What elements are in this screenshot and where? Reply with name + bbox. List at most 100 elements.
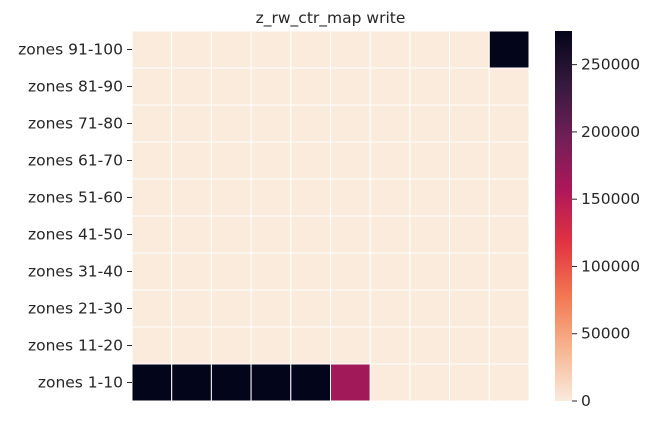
heatmap-cell bbox=[171, 289, 212, 328]
heatmap-cell bbox=[409, 289, 451, 328]
heatmap-cell bbox=[210, 289, 252, 328]
heatmap-cell bbox=[250, 289, 292, 328]
heatmap-cell bbox=[171, 67, 212, 106]
heatmap-cell bbox=[210, 326, 252, 365]
heatmap-cell bbox=[330, 289, 371, 328]
row-label: zones 91-100 bbox=[18, 41, 123, 59]
row-label: zones 11-20 bbox=[28, 337, 123, 355]
heatmap-cell bbox=[171, 141, 212, 180]
heatmap-cell bbox=[369, 178, 411, 217]
heatmap-cell bbox=[488, 289, 530, 328]
heatmap-cell bbox=[449, 67, 490, 106]
heatmap-cell bbox=[250, 67, 292, 106]
heatmap-cell bbox=[330, 104, 371, 143]
heatmap-cell bbox=[171, 363, 212, 402]
heatmap-cell bbox=[409, 141, 451, 180]
heatmap-cell bbox=[250, 363, 292, 402]
heatmap-cell bbox=[330, 326, 371, 365]
heatmap-cell bbox=[290, 326, 331, 365]
heatmap-cell bbox=[290, 178, 331, 217]
heatmap-cell bbox=[330, 363, 371, 402]
heatmap-cell bbox=[131, 289, 173, 328]
heatmap-cell bbox=[250, 30, 292, 69]
heatmap-cell bbox=[210, 178, 252, 217]
heatmap-cell bbox=[409, 363, 451, 402]
heatmap-cell bbox=[369, 326, 411, 365]
heatmap-cell bbox=[369, 141, 411, 180]
heatmap-cell bbox=[449, 326, 490, 365]
heatmap-cell bbox=[290, 215, 331, 254]
heatmap-cell bbox=[330, 67, 371, 106]
heatmap-cell bbox=[449, 289, 490, 328]
heatmap-cell bbox=[330, 252, 371, 291]
colorbar-tick-label: 200000 bbox=[581, 123, 640, 141]
heatmap-cell bbox=[290, 141, 331, 180]
heatmap-cell bbox=[171, 252, 212, 291]
heatmap-cell bbox=[131, 252, 173, 291]
colorbar-tick-label: 250000 bbox=[581, 56, 640, 74]
heatmap-cell bbox=[250, 178, 292, 217]
row-label: zones 51-60 bbox=[28, 189, 123, 207]
heatmap-cell bbox=[210, 215, 252, 254]
heatmap-cell bbox=[171, 326, 212, 365]
heatmap-cell bbox=[488, 326, 530, 365]
heatmap-cell bbox=[330, 215, 371, 254]
heatmap-cell bbox=[330, 178, 371, 217]
heatmap-cell bbox=[290, 104, 331, 143]
heatmap-cell bbox=[488, 252, 530, 291]
heatmap-cell bbox=[250, 252, 292, 291]
heatmap-cell bbox=[488, 30, 530, 69]
heatmap-cell bbox=[488, 141, 530, 180]
heatmap-cell bbox=[131, 178, 173, 217]
heatmap-cell bbox=[250, 141, 292, 180]
heatmap-cell bbox=[369, 289, 411, 328]
heatmap-cell bbox=[369, 30, 411, 69]
row-label: zones 41-50 bbox=[28, 226, 123, 244]
heatmap-cell bbox=[409, 67, 451, 106]
heatmap-cell bbox=[250, 104, 292, 143]
heatmap-cell bbox=[131, 30, 173, 69]
heatmap-cell bbox=[449, 252, 490, 291]
heatmap-cell bbox=[488, 215, 530, 254]
heatmap-cell bbox=[369, 215, 411, 254]
heatmap-cell bbox=[449, 30, 490, 69]
heatmap-cell bbox=[330, 30, 371, 69]
heatmap-cell bbox=[250, 326, 292, 365]
heatmap-cell bbox=[131, 326, 173, 365]
heatmap-cell bbox=[369, 363, 411, 402]
heatmap-cell bbox=[409, 104, 451, 143]
heatmap-cell bbox=[449, 363, 490, 402]
colorbar-tick-label: 100000 bbox=[581, 257, 640, 275]
heatmap-cell bbox=[290, 363, 331, 402]
heatmap-cell bbox=[409, 252, 451, 291]
heatmap-cell bbox=[131, 215, 173, 254]
heatmap-cell bbox=[409, 30, 451, 69]
colorbar-tick-label: 50000 bbox=[581, 325, 630, 343]
heatmap-cell bbox=[210, 67, 252, 106]
heatmap-cell bbox=[488, 178, 530, 217]
row-label: zones 71-80 bbox=[28, 115, 123, 133]
heatmap-cell bbox=[290, 289, 331, 328]
heatmap-cell bbox=[290, 252, 331, 291]
heatmap-cell bbox=[171, 215, 212, 254]
colorbar-tick-label: 150000 bbox=[581, 190, 640, 208]
heatmap-cell bbox=[210, 30, 252, 69]
heatmap-cell bbox=[171, 30, 212, 69]
heatmap-cell bbox=[449, 104, 490, 143]
colorbar-tick-label: 0 bbox=[581, 392, 591, 410]
heatmap-cell bbox=[210, 141, 252, 180]
row-label: zones 81-90 bbox=[28, 78, 123, 96]
heatmap-cell bbox=[409, 326, 451, 365]
heatmap-cell bbox=[409, 178, 451, 217]
chart-title: z_rw_ctr_map write bbox=[256, 9, 406, 28]
colorbar-ticks: 0 50000 100000 150000 200000 250000 bbox=[572, 56, 640, 410]
heatmap-cell bbox=[290, 30, 331, 69]
heatmap-cell bbox=[210, 363, 252, 402]
heatmap-cell bbox=[369, 67, 411, 106]
heatmap-cell bbox=[488, 104, 530, 143]
heatmap-cell bbox=[210, 104, 252, 143]
heatmap-cell bbox=[210, 252, 252, 291]
heatmap-cell bbox=[131, 363, 173, 402]
heatmap-cell bbox=[488, 67, 530, 106]
